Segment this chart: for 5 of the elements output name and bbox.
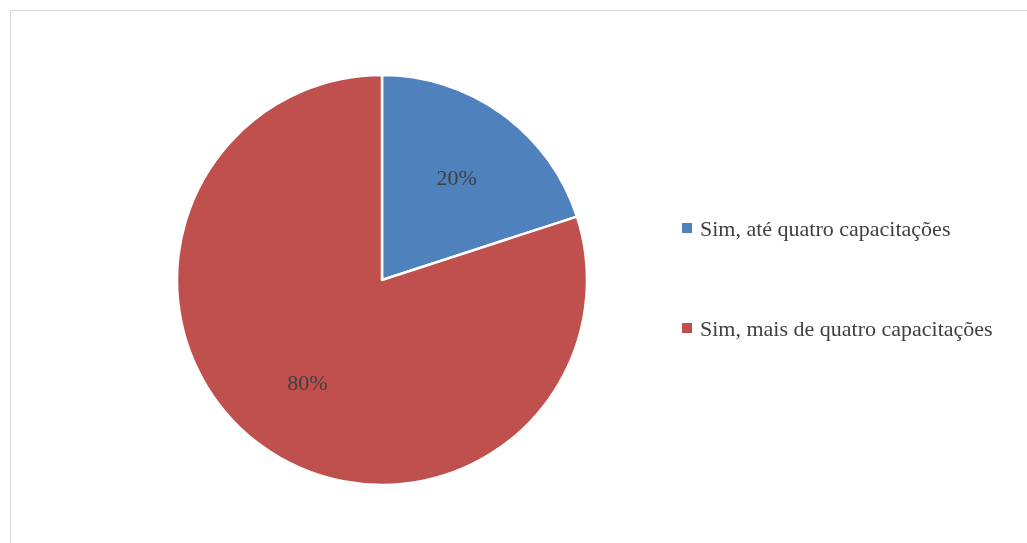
pie-slice [175, 73, 588, 487]
legend-label: Sim, mais de quatro capacitações [700, 315, 993, 341]
legend-label: Sim, até quatro capacitações [700, 215, 951, 241]
data-label: 80% [287, 370, 328, 396]
data-label: 20% [436, 164, 477, 190]
